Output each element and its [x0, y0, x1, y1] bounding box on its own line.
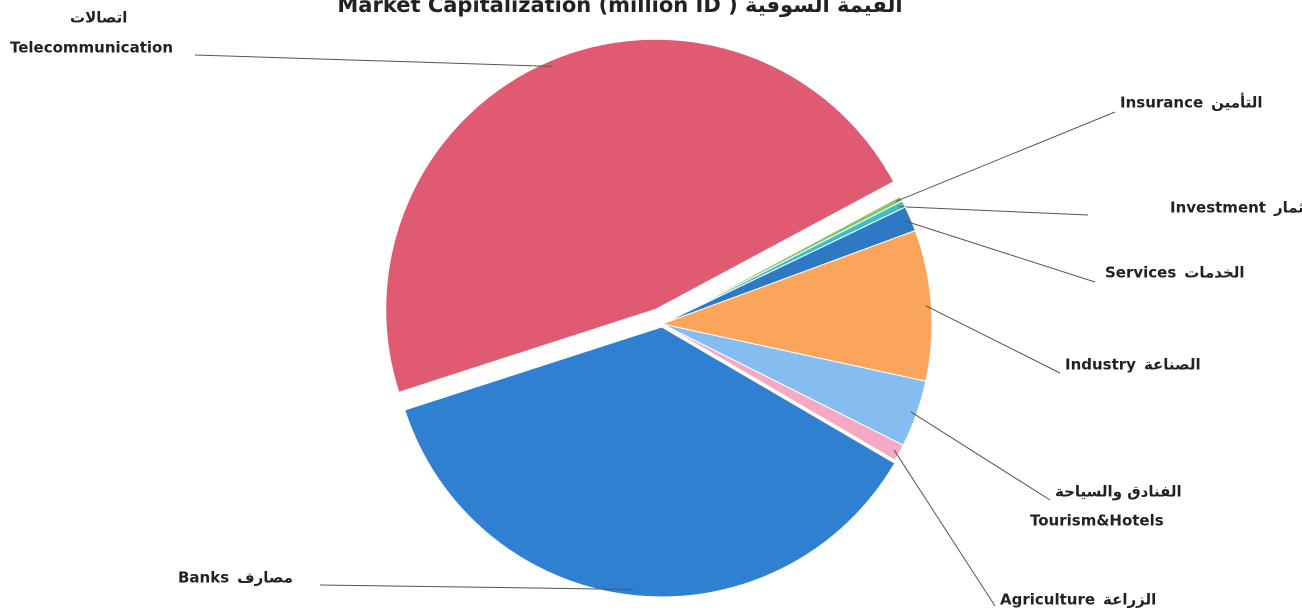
slice-label-ar: الزراعة: [1103, 591, 1156, 609]
chart-title: Market Capitalization (million ID ) القي…: [337, 0, 902, 17]
leader-line: [898, 206, 1089, 216]
slice-label: Banks: [178, 569, 229, 587]
slice-label-ar: التأمين: [1211, 93, 1262, 112]
pie-slice: [660, 229, 933, 382]
leader-line: [910, 411, 1051, 501]
pie-slice: [404, 326, 896, 598]
slice-label: Tourism&Hotels: [1030, 512, 1164, 530]
leader-line: [925, 305, 1061, 374]
slice-label: Industry: [1065, 356, 1136, 374]
slice-label: Telecommunication: [10, 39, 173, 57]
slice-label-ar: مصارف: [237, 569, 293, 587]
slice-label-ar: الخدمات: [1184, 264, 1244, 282]
pie-slice: [385, 38, 895, 393]
slice-label-ar: الصناعة: [1144, 356, 1201, 374]
leader-line: [893, 449, 996, 607]
leader-line: [319, 584, 634, 590]
slice-label: Insurance: [1120, 94, 1203, 112]
slice-label: Agriculture: [1000, 591, 1095, 609]
leader-line: [904, 220, 1096, 283]
leader-line: [895, 111, 1116, 202]
slice-label-ar: الاستثمار: [1273, 199, 1302, 217]
slice-label: Investment: [1170, 199, 1266, 217]
slice-label-ar: اتصالات: [70, 9, 127, 27]
pie-slice: [661, 323, 904, 461]
slice-label: Services: [1105, 264, 1176, 282]
leader-line: [194, 54, 553, 67]
slice-label-ar: الفنادق والسياحة: [1055, 483, 1182, 501]
